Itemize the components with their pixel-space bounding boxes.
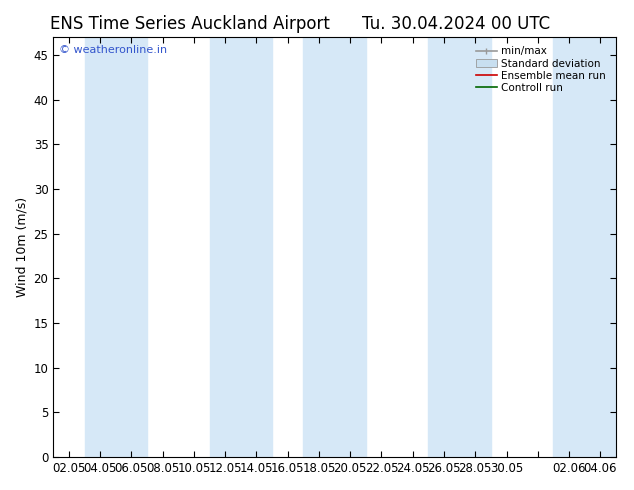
Bar [210,37,272,457]
Bar [303,37,366,457]
Bar [84,37,147,457]
Bar [429,37,491,457]
Legend: min/max, Standard deviation, Ensemble mean run, Controll run: min/max, Standard deviation, Ensemble me… [474,45,608,95]
Text: Tu. 30.04.2024 00 UTC: Tu. 30.04.2024 00 UTC [363,15,550,33]
Y-axis label: Wind 10m (m/s): Wind 10m (m/s) [15,197,28,297]
Bar [553,37,616,457]
Text: ENS Time Series Auckland Airport: ENS Time Series Auckland Airport [50,15,330,33]
Text: © weatheronline.in: © weatheronline.in [59,46,167,55]
